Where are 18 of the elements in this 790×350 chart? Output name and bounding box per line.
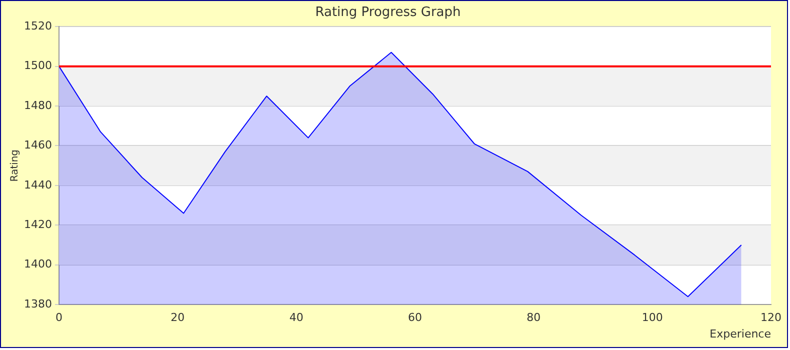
x-tick-label: 100 <box>642 311 663 324</box>
y-tick-label: 1420 <box>24 218 52 232</box>
x-tick-label: 120 <box>760 311 782 324</box>
x-tick-label: 20 <box>170 311 185 324</box>
x-axis-title: Experience <box>710 327 772 340</box>
x-tick-label: 40 <box>289 311 304 324</box>
y-tick-label: 1480 <box>24 98 52 112</box>
x-tick-label: 60 <box>408 311 422 324</box>
chart-title: Rating Progress Graph <box>315 5 461 20</box>
x-tick-label: 0 <box>55 311 62 324</box>
x-tick-label: 80 <box>526 311 541 324</box>
y-tick-label: 1460 <box>24 138 52 152</box>
y-tick-label: 1500 <box>24 59 52 72</box>
y-tick-label: 1400 <box>24 258 52 271</box>
y-tick-label: 1520 <box>24 19 52 32</box>
y-tick-label: 1440 <box>24 178 52 192</box>
y-axis-title: Rating <box>10 149 21 182</box>
y-tick-label: 1380 <box>24 297 52 310</box>
